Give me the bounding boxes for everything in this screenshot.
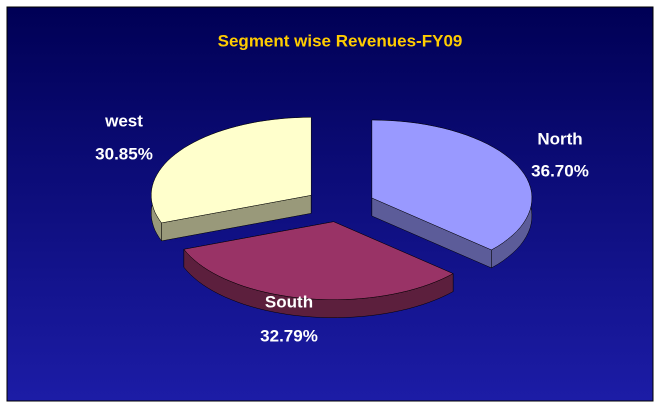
chart-title: Segment wise Revenues-FY09 xyxy=(218,31,463,50)
slice-value-label: 32.79% xyxy=(260,326,318,345)
slice-category-label: North xyxy=(537,129,582,148)
plot-background xyxy=(6,6,654,402)
pie xyxy=(151,117,533,318)
slice-value-label: 30.85% xyxy=(95,144,153,163)
slice xyxy=(371,119,533,251)
slice-value-label: 36.70% xyxy=(531,161,589,180)
slice-category-label: South xyxy=(265,292,313,311)
slice xyxy=(151,117,312,224)
slice-category-label: west xyxy=(104,111,143,130)
slice xyxy=(183,221,454,300)
